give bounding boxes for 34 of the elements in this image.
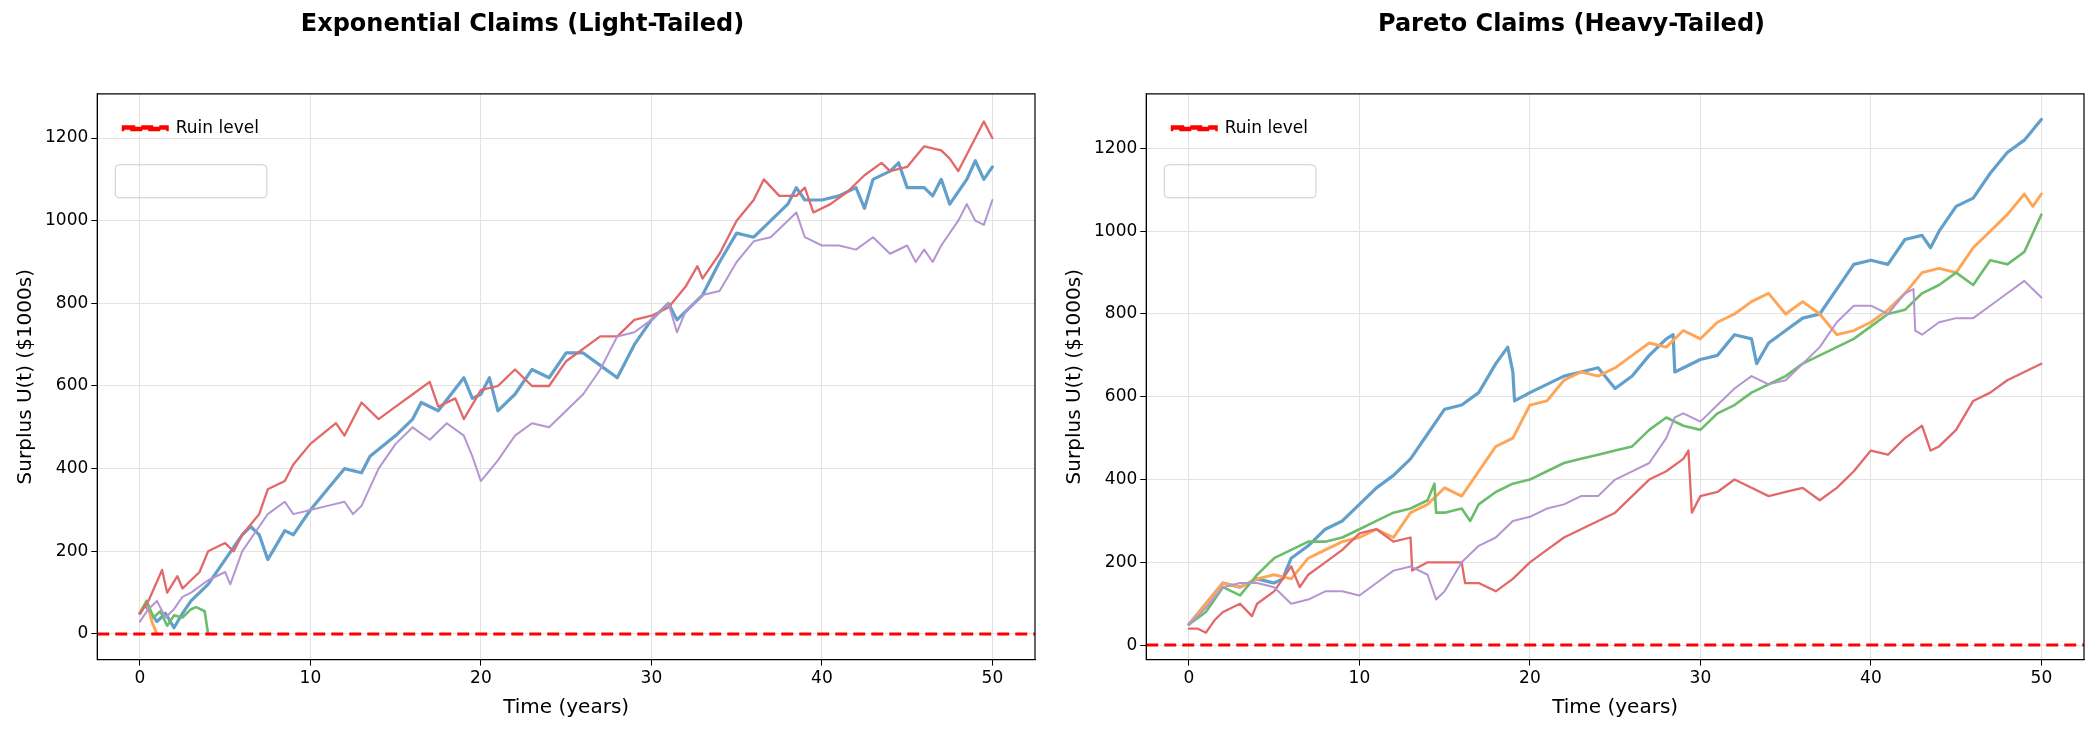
y-tick-label: 200 <box>55 539 89 560</box>
x-tick-label: 30 <box>1689 667 1712 688</box>
x-tick-label: 50 <box>981 667 1004 688</box>
x-tick-label: 20 <box>1519 667 1541 688</box>
chart-title: Pareto Claims (Heavy-Tailed) <box>1377 8 1766 37</box>
y-tick-label: 1000 <box>1094 219 1138 240</box>
x-axis-title: Time (years) <box>502 694 630 719</box>
x-tick-label: 10 <box>299 667 322 688</box>
x-tick-label: 0 <box>134 667 146 688</box>
y-tick-label: 800 <box>1104 302 1138 323</box>
y-tick-label: 400 <box>1104 467 1138 488</box>
x-tick-label: 10 <box>1348 667 1371 688</box>
y-tick-label: 1200 <box>1094 136 1138 157</box>
y-tick-label: 200 <box>1104 550 1138 571</box>
y-tick-label: 0 <box>1126 633 1138 654</box>
y-tick-label: 1200 <box>45 126 89 147</box>
y-tick-label: 1000 <box>45 209 89 230</box>
y-tick-label: 600 <box>55 374 89 395</box>
y-axis-title: Surplus U(t) ($1000s) <box>12 269 37 485</box>
chart-title: Exponential Claims (Light-Tailed) <box>300 8 745 37</box>
y-axis-title: Surplus U(t) ($1000s) <box>1061 269 1086 485</box>
x-tick-label: 40 <box>811 667 833 688</box>
x-tick-label: 50 <box>2030 667 2053 688</box>
y-tick-label: 0 <box>77 622 89 643</box>
x-tick-label: 0 <box>1183 667 1195 688</box>
legend-label: Ruin level <box>1224 116 1308 137</box>
x-tick-label: 20 <box>470 667 492 688</box>
x-tick-label: 30 <box>640 667 663 688</box>
y-tick-label: 600 <box>1104 385 1138 406</box>
x-axis-title: Time (years) <box>1551 694 1679 719</box>
y-tick-label: 800 <box>55 291 89 312</box>
y-tick-label: 400 <box>55 457 89 478</box>
legend-label: Ruin level <box>175 116 259 137</box>
x-tick-label: 40 <box>1860 667 1882 688</box>
